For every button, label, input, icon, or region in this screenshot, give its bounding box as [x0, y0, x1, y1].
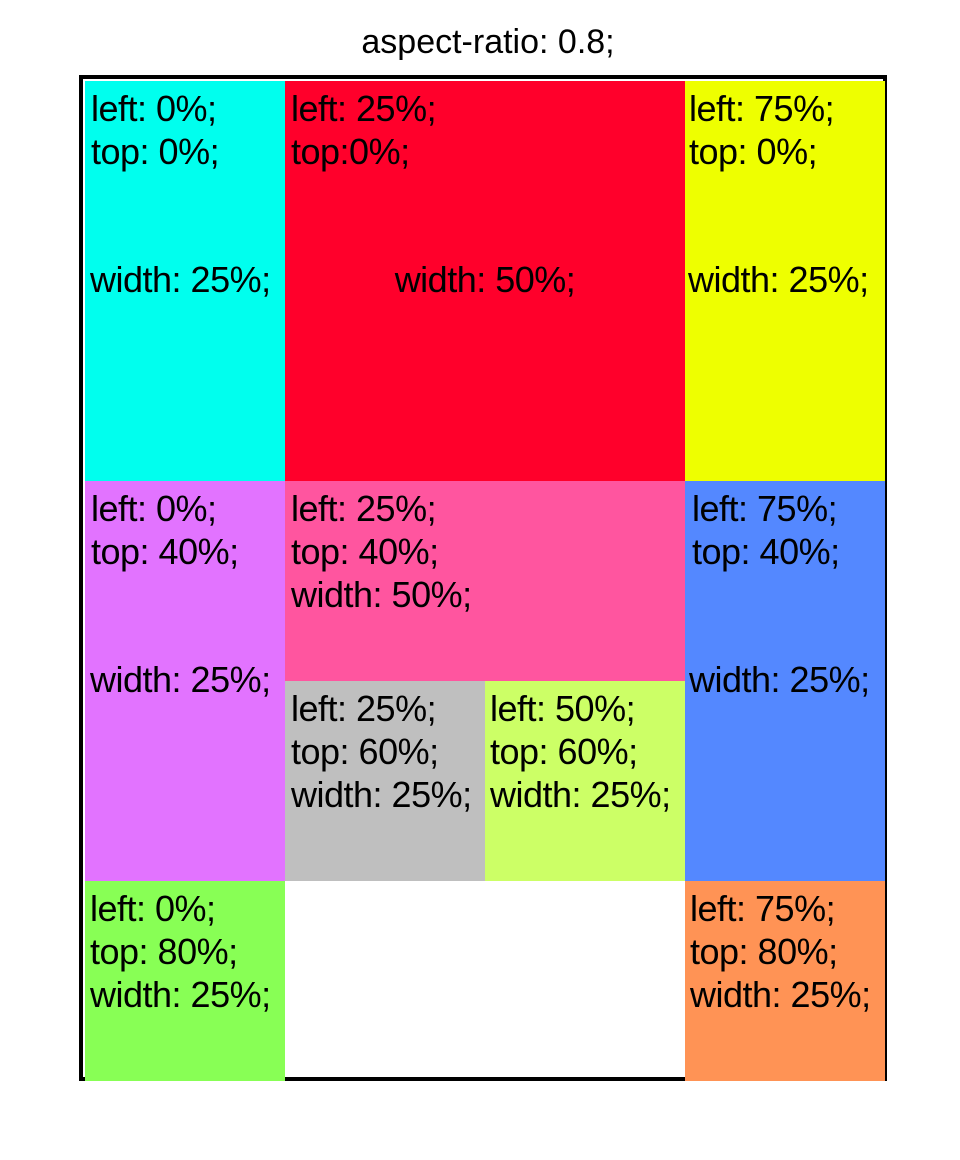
box-gray-width: width: 25%; — [291, 774, 472, 815]
box-pink-top: top: 40%; — [291, 531, 439, 572]
box-lime-top: top: 60%; — [490, 731, 638, 772]
box-blue-top: top: 40%; — [692, 531, 840, 572]
box-violet-left: left: 0%; — [91, 488, 217, 529]
box-lime-left: left: 50%; — [490, 688, 636, 729]
box-violet-width: width: 25%; — [90, 659, 271, 700]
box-green-width: width: 25%; — [90, 974, 271, 1015]
box-red-left: left: 25%; — [291, 88, 437, 129]
box-orange: left: 75%; top: 80%; width: 25%; — [685, 881, 885, 1081]
box-green: left: 0%; top: 80%; width: 25%; — [85, 881, 285, 1081]
box-green-left: left: 0%; — [90, 888, 216, 929]
box-red-width: width: 50%; — [394, 259, 576, 300]
box-pink: left: 25%; top: 40%; width: 50%; — [285, 481, 685, 681]
box-orange-left: left: 75%; — [690, 888, 836, 929]
box-yellow-left: left: 75%; — [689, 88, 835, 129]
box-red: left: 25%; top:0%; width: 50%; — [285, 81, 685, 481]
box-gray-top: top: 60%; — [291, 731, 439, 772]
box-gray: left: 25%; top: 60%; width: 25%; — [285, 681, 485, 881]
box-yellow-width: width: 25%; — [688, 259, 869, 300]
box-blue-width: width: 25%; — [689, 659, 870, 700]
diagram-title: aspect-ratio: 0.8; — [361, 23, 615, 61]
box-blue-left: left: 75%; — [692, 488, 838, 529]
container-frame: left: 0%; top: 0%; width: 25%; left: 25%… — [79, 75, 887, 1081]
box-pink-width: width: 50%; — [291, 574, 472, 615]
box-cyan-width: width: 25%; — [90, 259, 271, 300]
box-green-top: top: 80%; — [90, 931, 238, 972]
box-lime-width: width: 25%; — [490, 774, 671, 815]
box-pink-left: left: 25%; — [291, 488, 437, 529]
layout-area: left: 0%; top: 0%; width: 25%; left: 25%… — [85, 81, 885, 1081]
box-lime: left: 50%; top: 60%; width: 25%; — [485, 681, 685, 881]
box-yellow-top: top: 0%; — [689, 131, 818, 172]
box-gray-left: left: 25%; — [291, 688, 437, 729]
box-yellow: left: 75%; top: 0%; width: 25%; — [685, 81, 885, 481]
box-violet-top: top: 40%; — [91, 531, 239, 572]
box-blue: left: 75%; top: 40%; width: 25%; — [685, 481, 885, 881]
box-cyan-left: left: 0%; — [91, 88, 217, 129]
box-red-top: top:0%; — [291, 131, 410, 172]
box-orange-width: width: 25%; — [690, 974, 871, 1015]
box-orange-top: top: 80%; — [690, 931, 838, 972]
box-cyan: left: 0%; top: 0%; width: 25%; — [85, 81, 285, 481]
box-violet: left: 0%; top: 40%; width: 25%; — [85, 481, 285, 881]
box-cyan-top: top: 0%; — [91, 131, 220, 172]
